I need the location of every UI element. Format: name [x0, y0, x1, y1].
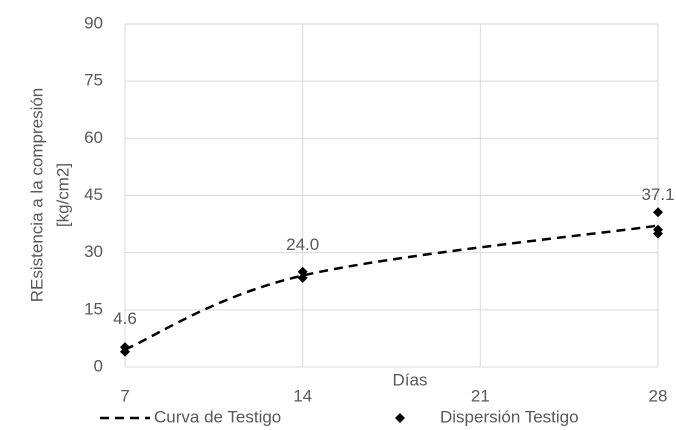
legend-label: Curva de Testigo: [154, 407, 281, 426]
x-tick-label: 28: [649, 386, 668, 405]
y-tick-label: 75: [84, 71, 103, 90]
x-axis-label: Días: [393, 370, 428, 389]
scatter-point: [297, 266, 308, 277]
x-tick-label: 21: [471, 386, 490, 405]
x-tick-label: 14: [293, 386, 312, 405]
scatter-point: [653, 207, 663, 218]
y-tick-label: 30: [84, 242, 103, 261]
line-series: [124, 224, 659, 351]
y-axis-label: REsistencia a la compresión: [27, 88, 46, 302]
scatter-point: [120, 342, 130, 353]
y-tick-label: 0: [94, 356, 103, 375]
data-label: 37.1: [641, 185, 674, 204]
x-tick-label: 7: [120, 386, 129, 405]
data-label: 4.6: [113, 309, 137, 328]
y-tick-label: 45: [84, 185, 103, 204]
scatter-point: [653, 224, 663, 235]
data-label: 24.0: [286, 235, 319, 254]
y-tick-label: 60: [84, 128, 103, 147]
y-axis-label: [kg/cm2]: [53, 163, 72, 227]
legend-label: Dispersión Testigo: [440, 407, 579, 426]
legend-marker: [395, 413, 405, 423]
y-tick-label: 15: [84, 299, 103, 318]
scatter-point: [297, 272, 308, 283]
y-tick-label: 90: [84, 13, 103, 32]
